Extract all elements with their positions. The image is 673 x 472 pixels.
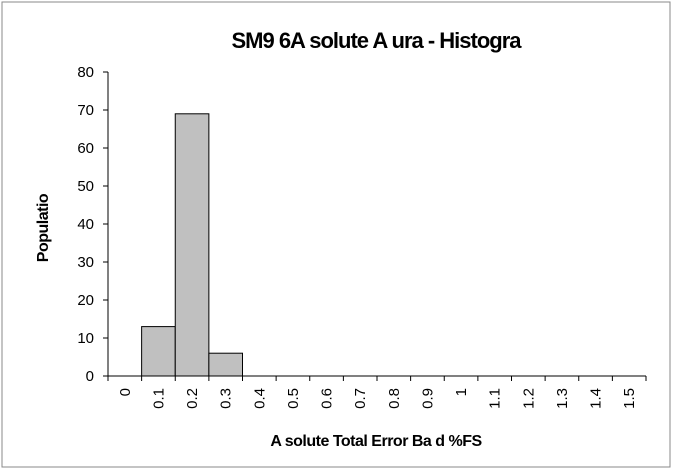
chart-title: SM9 6A solute A ura - Histogra bbox=[231, 28, 522, 53]
y-axis-label: Populatio bbox=[35, 193, 52, 262]
x-tick-label: 0.1 bbox=[150, 388, 167, 409]
x-tick-label: 0.3 bbox=[218, 388, 235, 409]
y-tick-label: 60 bbox=[77, 140, 94, 157]
x-tick-label: 0.6 bbox=[319, 388, 336, 409]
y-tick-label: 40 bbox=[77, 216, 94, 233]
x-tick-label: 1.3 bbox=[554, 388, 571, 409]
x-tick-label: 0.2 bbox=[184, 388, 201, 409]
x-tick-label: 1.2 bbox=[520, 388, 537, 409]
x-tick-label: 0.4 bbox=[251, 388, 268, 409]
x-tick-label: 1.5 bbox=[621, 388, 638, 409]
y-tick-label: 70 bbox=[77, 102, 94, 119]
y-tick-label: 30 bbox=[77, 254, 94, 271]
x-tick-label: 0 bbox=[117, 388, 134, 396]
bar bbox=[208, 352, 243, 377]
x-tick-label: 1.1 bbox=[487, 388, 504, 409]
x-axis-label: A solute Total Error Ba d %FS bbox=[270, 433, 482, 450]
y-tick-label: 10 bbox=[77, 330, 94, 347]
y-tick-label: 20 bbox=[77, 292, 94, 309]
y-tick-label: 50 bbox=[77, 178, 94, 195]
x-tick-label: 0.7 bbox=[352, 388, 369, 409]
x-tick-label: 0.5 bbox=[285, 388, 302, 409]
x-tick-label: 1.4 bbox=[588, 388, 605, 409]
y-tick-label: 80 bbox=[77, 64, 94, 81]
y-tick-label: 0 bbox=[86, 368, 94, 385]
x-tick-label: 1 bbox=[453, 388, 470, 396]
bar bbox=[141, 326, 176, 377]
bar bbox=[174, 113, 210, 377]
x-tick-label: 0.9 bbox=[419, 388, 436, 409]
x-tick-label: 0.8 bbox=[386, 388, 403, 409]
